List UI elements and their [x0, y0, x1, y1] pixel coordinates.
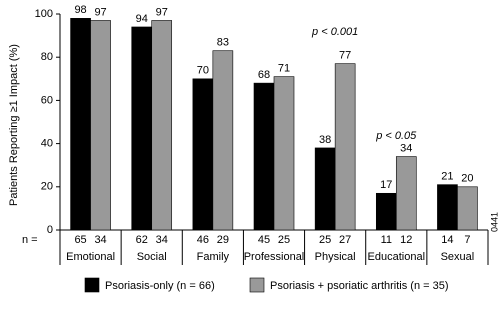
y-tick-label: 100 — [35, 8, 53, 20]
bar — [131, 26, 153, 231]
bar — [90, 20, 111, 231]
bar — [375, 192, 397, 231]
value-label: 21 — [441, 171, 453, 183]
value-label: 77 — [339, 50, 351, 62]
y-axis-label: Patients Reporting ≥1 Impact (%) — [8, 44, 20, 206]
n-value: 27 — [339, 234, 351, 246]
value-label: 38 — [319, 134, 331, 146]
value-label: 97 — [94, 6, 106, 18]
n-value: 25 — [278, 234, 290, 246]
legend-swatch — [249, 277, 265, 293]
y-tick-label: 80 — [41, 51, 53, 63]
y-tick-label: 60 — [41, 94, 53, 106]
n-value: 7 — [464, 234, 470, 246]
n-value: 14 — [441, 234, 453, 246]
n-value: 34 — [156, 234, 168, 246]
n-value: 34 — [94, 234, 106, 246]
n-value: 46 — [197, 234, 209, 246]
legend-swatch — [84, 277, 100, 293]
legend-label: Psoriasis + psoriatic arthritis (n = 35) — [270, 280, 449, 292]
annotation: p < 0.001 — [311, 26, 358, 38]
y-tick-label: 20 — [41, 181, 53, 193]
bar — [192, 78, 214, 231]
bar — [334, 63, 356, 231]
x-tick-label: Family — [197, 251, 230, 263]
legend-label: Psoriasis-only (n = 66) — [105, 280, 215, 292]
value-label: 20 — [461, 173, 473, 185]
x-tick-label: Sexual — [441, 251, 475, 263]
y-tick-label: 40 — [41, 138, 53, 150]
bar — [395, 156, 417, 231]
bar — [151, 20, 173, 231]
n-value: 62 — [136, 234, 148, 246]
annotation: p < 0.05 — [375, 130, 417, 142]
n-value: 65 — [74, 234, 86, 246]
bar — [70, 18, 91, 231]
value-label: 68 — [258, 69, 270, 81]
figure-code: 0441 — [489, 212, 499, 232]
bar — [212, 50, 234, 231]
value-label: 34 — [400, 142, 412, 154]
x-tick-label: Social — [137, 251, 167, 263]
bar — [437, 184, 458, 231]
value-label: 83 — [217, 37, 229, 49]
bar — [314, 147, 336, 231]
value-label: 71 — [278, 63, 290, 75]
bar — [253, 82, 275, 231]
x-tick-label: Emotional — [66, 251, 115, 263]
n-value: 45 — [258, 234, 270, 246]
value-label: 98 — [74, 4, 86, 16]
x-tick-label: Physical — [315, 251, 356, 263]
value-label: 70 — [197, 65, 209, 77]
x-tick-label: Educational — [368, 251, 426, 263]
bar — [273, 76, 295, 231]
bar — [457, 186, 478, 231]
n-value: 11 — [381, 234, 392, 246]
value-label: 97 — [156, 6, 168, 18]
n-label: n = — [22, 234, 38, 246]
y-tick-label: 0 — [47, 224, 53, 236]
n-value: 29 — [217, 234, 229, 246]
value-label: 17 — [380, 179, 392, 191]
n-value: 25 — [319, 234, 331, 246]
n-value: 12 — [400, 234, 412, 246]
x-tick-label: Professional — [244, 251, 305, 263]
value-label: 94 — [136, 13, 148, 25]
